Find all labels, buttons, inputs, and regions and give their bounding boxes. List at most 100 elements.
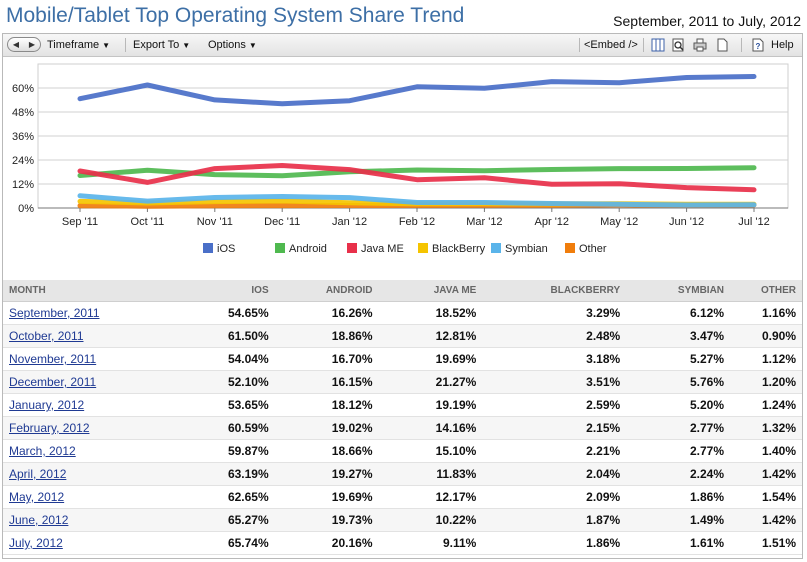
- table-view-icon[interactable]: [651, 38, 665, 52]
- share-cell: 1.54%: [730, 485, 802, 509]
- share-cell: 16.15%: [274, 370, 379, 394]
- month-link[interactable]: February, 2012: [9, 421, 90, 435]
- x-tick-label: Dec '11: [264, 216, 300, 228]
- month-link[interactable]: October, 2011: [9, 329, 84, 343]
- share-cell: 1.40%: [730, 439, 802, 463]
- share-cell: 18.52%: [378, 301, 483, 325]
- column-header[interactable]: IOS: [170, 280, 275, 302]
- month-cell: January, 2012: [3, 393, 171, 417]
- table-row: February, 2012 60.59% 19.02% 14.16% 2.15% 2.7…: [3, 416, 802, 440]
- month-link[interactable]: December, 2011: [9, 375, 97, 389]
- share-table: MONTH IOS ANDROID JAVA ME BLACKBERRY SYMBIAN O…: [3, 280, 802, 555]
- share-cell: 2.48%: [482, 324, 627, 348]
- month-link[interactable]: July, 2012: [9, 536, 63, 550]
- share-cell: 1.42%: [730, 462, 802, 486]
- share-cell: 59.87%: [170, 439, 275, 463]
- share-cell: 3.18%: [482, 347, 627, 371]
- print-icon[interactable]: [693, 38, 707, 52]
- share-cell: 63.19%: [170, 462, 275, 486]
- month-cell: February, 2012: [3, 416, 171, 440]
- share-cell: 19.69%: [274, 485, 379, 509]
- trend-chart: 0% 12% 24% 36% 48% 60% Sep '11 Oct '11 Nov '11 De…: [12, 63, 789, 228]
- table-row: July, 2012 65.74% 20.16% 9.11% 1.86% 1.61% 1.5…: [3, 531, 802, 555]
- share-cell: 1.87%: [482, 508, 627, 532]
- month-link[interactable]: June, 2012: [9, 513, 69, 527]
- table-row: October, 2011 61.50% 18.86% 12.81% 2.48% 3.47…: [3, 324, 802, 348]
- chevron-down-icon: ▼: [102, 41, 111, 50]
- legend-swatch: [275, 243, 285, 253]
- x-tick-label: Jun '12: [669, 216, 704, 228]
- document-icon[interactable]: [715, 38, 729, 52]
- x-tick-label: Feb '12: [399, 216, 435, 228]
- report-frame: [2, 33, 803, 559]
- share-cell: 5.20%: [626, 393, 731, 417]
- column-header[interactable]: ANDROID: [274, 280, 379, 302]
- legend-item[interactable]: Java ME: [347, 243, 404, 257]
- help-button[interactable]: Help: [771, 39, 794, 51]
- share-cell: 1.20%: [730, 370, 802, 394]
- share-cell: 19.19%: [378, 393, 483, 417]
- legend-item[interactable]: Other: [565, 243, 607, 257]
- share-cell: 1.24%: [730, 393, 802, 417]
- series-line-ios: [77, 74, 757, 107]
- legend-label: Java ME: [361, 243, 404, 255]
- column-header[interactable]: JAVA ME: [378, 280, 483, 302]
- share-cell: 20.16%: [274, 531, 379, 555]
- x-tick-label: Sep '11: [62, 216, 98, 228]
- toolbar-divider: [579, 38, 580, 52]
- share-cell: 65.27%: [170, 508, 275, 532]
- table-row: December, 2011 52.10% 16.15% 21.27% 3.51% 5.7…: [3, 370, 802, 394]
- page-title: Mobile/Tablet Top Operating System Share…: [6, 4, 465, 27]
- month-cell: November, 2011: [3, 347, 171, 371]
- legend-item[interactable]: iOS: [203, 243, 235, 257]
- column-header[interactable]: BLACKBERRY: [482, 280, 627, 302]
- toolbar-divider: [741, 38, 742, 52]
- month-link[interactable]: January, 2012: [9, 398, 85, 412]
- share-cell: 61.50%: [170, 324, 275, 348]
- share-cell: 3.29%: [482, 301, 627, 325]
- help-icon[interactable]: ?: [751, 38, 765, 52]
- export-label: Export To: [133, 39, 180, 51]
- column-header[interactable]: MONTH: [3, 280, 171, 302]
- month-link[interactable]: May, 2012: [9, 490, 65, 504]
- legend-item[interactable]: Symbian: [491, 243, 548, 257]
- x-tick-label: Oct '11: [131, 216, 165, 228]
- share-cell: 16.70%: [274, 347, 379, 371]
- legend-item[interactable]: Android: [275, 243, 327, 257]
- prev-period-icon[interactable]: ◀: [12, 40, 20, 49]
- month-link[interactable]: November, 2011: [9, 352, 97, 366]
- month-link[interactable]: April, 2012: [9, 467, 67, 481]
- column-header[interactable]: OTHER: [730, 280, 802, 302]
- date-range: September, 2011 to July, 2012: [613, 13, 801, 29]
- legend-item[interactable]: BlackBerry: [418, 243, 485, 257]
- export-menu[interactable]: Export To ▼: [133, 34, 190, 56]
- embed-button[interactable]: <Embed />: [584, 39, 638, 51]
- chevron-down-icon: ▼: [248, 41, 257, 50]
- legend-label: Other: [579, 243, 607, 255]
- share-cell: 1.61%: [626, 531, 731, 555]
- share-cell: 1.12%: [730, 347, 802, 371]
- y-tick-label: 48%: [12, 107, 34, 119]
- x-tick-label: Mar '12: [466, 216, 502, 228]
- timeframe-menu[interactable]: Timeframe ▼: [47, 34, 110, 56]
- month-cell: October, 2011: [3, 324, 171, 348]
- timeframe-label: Timeframe: [47, 39, 100, 51]
- month-link[interactable]: March, 2012: [9, 444, 76, 458]
- month-link[interactable]: September, 2011: [9, 306, 100, 320]
- legend-label: BlackBerry: [432, 243, 486, 255]
- legend-swatch: [565, 243, 575, 253]
- search-icon[interactable]: [671, 38, 685, 52]
- share-cell: 12.17%: [378, 485, 483, 509]
- x-tick-label: Apr '12: [535, 216, 570, 228]
- column-header[interactable]: SYMBIAN: [626, 280, 731, 302]
- next-period-icon[interactable]: ▶: [28, 40, 36, 49]
- share-cell: 52.10%: [170, 370, 275, 394]
- legend-label: Android: [289, 243, 327, 255]
- share-cell: 1.32%: [730, 416, 802, 440]
- options-menu[interactable]: Options ▼: [208, 34, 257, 56]
- table-row: September, 2011 54.65% 16.26% 18.52% 3.29% 6.…: [3, 301, 802, 325]
- share-cell: 12.81%: [378, 324, 483, 348]
- share-cell: 54.65%: [170, 301, 275, 325]
- x-tick-label: Jul '12: [738, 216, 769, 228]
- share-cell: 53.65%: [170, 393, 275, 417]
